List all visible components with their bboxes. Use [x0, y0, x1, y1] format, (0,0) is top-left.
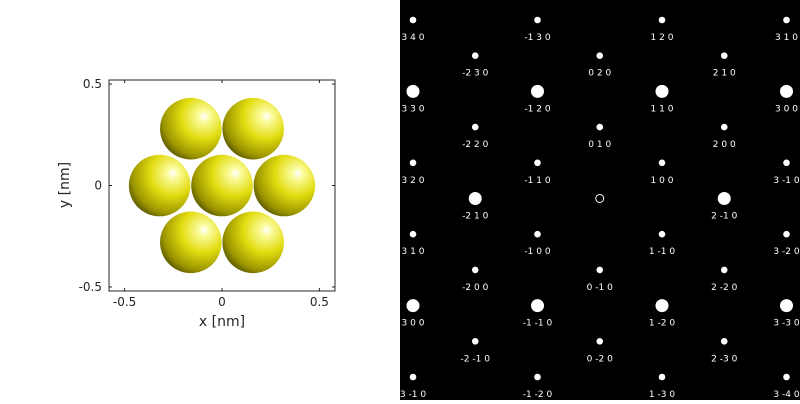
- y-tick-label: -0.5: [79, 280, 102, 294]
- spot-index-label: -2 3 0: [462, 69, 488, 79]
- spot-index-label: 2 -1 0: [711, 212, 737, 222]
- diffraction-spot: [471, 266, 479, 274]
- diffraction-spot: [409, 159, 417, 167]
- spot-index-label: 3 3 0: [402, 104, 425, 114]
- diffraction-spot: [780, 299, 793, 313]
- diffraction-spot: [534, 16, 541, 24]
- diffraction-spot: [409, 373, 417, 381]
- spot-index-label: -1 0 0: [524, 247, 550, 257]
- structure-panel: -0.5 0 0.5 -0.5 0 0.5 x [nm] y [nm]: [0, 0, 400, 400]
- spot-index-label: 1 0 0: [651, 176, 674, 186]
- spot-index-label: -1 2 0: [524, 104, 550, 114]
- spot-index-label: 3 -1 0: [773, 176, 799, 186]
- x-tick-label: -0.5: [113, 295, 136, 309]
- spot-index-label: -2 1 0: [462, 212, 488, 222]
- x-tick-label: 0: [218, 295, 226, 309]
- diffraction-spot: [596, 52, 604, 59]
- spot-index-label: 3 1 0: [775, 33, 798, 43]
- diffraction-spot: [596, 338, 604, 345]
- spot-index-label: 0 -2 0: [587, 354, 613, 364]
- diffraction-panel: 3 4 0 -1 3 0 1 2 0 3 1 0 -2 3 0 0 2 0 2 1 0 3 3…: [400, 0, 800, 400]
- diffraction-spot: [531, 299, 544, 313]
- diffraction-spot: [720, 123, 728, 131]
- diffraction-spot: [471, 123, 479, 131]
- diffraction-spot: [783, 159, 790, 167]
- y-tick-label: 0: [94, 179, 102, 193]
- diffraction-spot: [783, 16, 790, 24]
- diffraction-spot: [471, 52, 479, 59]
- spot-index-label: -1 3 0: [524, 33, 550, 43]
- diffraction-spot: [468, 192, 482, 205]
- spot-index-label: 0 2 0: [588, 69, 611, 79]
- y-tick-label: 0.5: [83, 77, 102, 91]
- central-beam-spot: [595, 194, 605, 203]
- atom-sphere: [128, 154, 191, 217]
- spot-index-label: -2 -1 0: [461, 354, 491, 364]
- diffraction-spot: [655, 299, 669, 313]
- diffraction-spot: [658, 159, 666, 167]
- spot-index-label: -2 0 0: [462, 283, 488, 293]
- diffraction-spot: [658, 230, 666, 238]
- diffraction-spot: [534, 230, 541, 238]
- spot-index-label: 3 2 0: [402, 176, 425, 186]
- spot-index-label: 1 -3 0: [649, 390, 675, 400]
- diffraction-spot: [471, 338, 479, 345]
- spot-index-label: 3 -2 0: [773, 247, 799, 257]
- atom-sphere: [191, 154, 253, 217]
- spot-index-label: 2 0 0: [713, 140, 736, 150]
- diffraction-spot: [409, 16, 417, 24]
- spot-index-label: 1 -2 0: [649, 319, 675, 329]
- spot-index-label: 0 1 0: [588, 140, 611, 150]
- spot-index-label: -1 -1 0: [523, 319, 553, 329]
- spot-index-label: 3 -4 0: [773, 390, 799, 400]
- diffraction-spot: [596, 266, 604, 274]
- diffraction-pattern: 3 4 0 -1 3 0 1 2 0 3 1 0 -2 3 0 0 2 0 2 1 0 3 3…: [400, 16, 800, 400]
- atom-sphere: [160, 97, 222, 160]
- spot-index-label: -1 1 0: [524, 176, 550, 186]
- spot-index-label: 1 1 0: [651, 104, 674, 114]
- spot-index-label: -2 2 0: [462, 140, 488, 150]
- diffraction-spot: [717, 192, 731, 205]
- spot-index-label: 1 2 0: [651, 33, 674, 43]
- spot-index-label: 3 0 0: [402, 319, 425, 329]
- spot-index-label: 3 -3 0: [773, 319, 799, 329]
- spot-index-label: 2 1 0: [713, 69, 736, 79]
- x-tick-label: 0.5: [310, 295, 329, 309]
- spot-index-label: 2 -3 0: [711, 354, 737, 364]
- spot-index-label: 3 4 0: [402, 33, 425, 43]
- diffraction-spot: [406, 299, 420, 313]
- diffraction-spot: [720, 266, 728, 274]
- atom-sphere: [222, 211, 284, 274]
- atom-sphere: [253, 154, 316, 217]
- diffraction-spot: [783, 230, 790, 238]
- diffraction-spot: [406, 84, 420, 98]
- diffraction-spot: [534, 373, 541, 381]
- diffraction-spot: [780, 84, 793, 98]
- x-axis-label: x [nm]: [199, 314, 245, 330]
- diffraction-spot: [596, 123, 604, 131]
- spot-index-label: 3 0 0: [775, 104, 798, 114]
- atom-sphere: [160, 211, 222, 274]
- structure-plot: -0.5 0 0.5 -0.5 0 0.5 x [nm] y [nm]: [57, 77, 336, 330]
- diffraction-spot: [534, 159, 541, 167]
- spot-index-label: 1 -1 0: [649, 247, 675, 257]
- spot-index-label: 3 -1 0: [400, 390, 426, 400]
- atom-sphere: [222, 97, 284, 160]
- diffraction-spot: [531, 84, 544, 98]
- spot-index-label: -1 -2 0: [523, 390, 553, 400]
- diffraction-spot: [658, 16, 666, 24]
- diffraction-spot: [783, 373, 790, 381]
- spot-index-label: 2 -2 0: [711, 283, 737, 293]
- diffraction-spot: [658, 373, 666, 381]
- diffraction-spot: [720, 52, 728, 59]
- spot-index-label: 3 1 0: [402, 247, 425, 257]
- y-axis-label: y [nm]: [57, 162, 73, 208]
- spot-index-label: 0 -1 0: [587, 283, 613, 293]
- diffraction-spot: [720, 338, 728, 345]
- diffraction-spot: [655, 84, 669, 98]
- diffraction-spot: [409, 230, 417, 238]
